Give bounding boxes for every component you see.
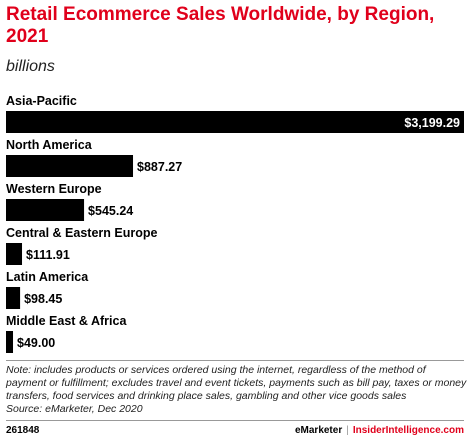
category-label: North America [6, 138, 93, 152]
category-label: Central & Eastern Europe [6, 226, 157, 240]
source-text: Source: eMarketer, Dec 2020 [6, 403, 143, 415]
chart-title: Retail Ecommerce Sales Worldwide, by Reg… [6, 4, 435, 47]
bar [6, 243, 23, 265]
chart-id: 261848 [6, 425, 40, 436]
value-label: $111.91 [26, 248, 70, 262]
chart-notes: Note: includes products or services orde… [6, 364, 468, 416]
value-label: $98.45 [24, 292, 62, 306]
category-label: Middle East & Africa [6, 314, 127, 328]
category-label: Latin America [6, 270, 89, 284]
note-text: Note: includes products or services orde… [6, 364, 467, 402]
divider-bottom [6, 420, 464, 421]
bar [6, 199, 85, 221]
divider-top [6, 360, 464, 361]
bar [6, 287, 21, 309]
brand-insider-intelligence: InsiderIntelligence.com [352, 425, 464, 436]
value-label: $545.24 [88, 204, 133, 218]
bar [6, 331, 14, 353]
bar [6, 111, 464, 133]
brand-separator: | [346, 425, 349, 436]
brand: eMarketer | InsiderIntelligence.com [295, 424, 464, 437]
value-label: $3,199.29 [404, 116, 460, 130]
chart-subtitle: billions [6, 58, 55, 75]
bar [6, 155, 134, 177]
value-label: $49.00 [17, 336, 55, 350]
brand-emarketer: eMarketer [294, 425, 343, 436]
category-label: Asia-Pacific [6, 94, 77, 108]
category-label: Western Europe [6, 182, 102, 196]
value-label: $887.27 [137, 160, 182, 174]
bar-chart: Asia-Pacific $3,199.29 North America $887.2… [6, 94, 464, 353]
